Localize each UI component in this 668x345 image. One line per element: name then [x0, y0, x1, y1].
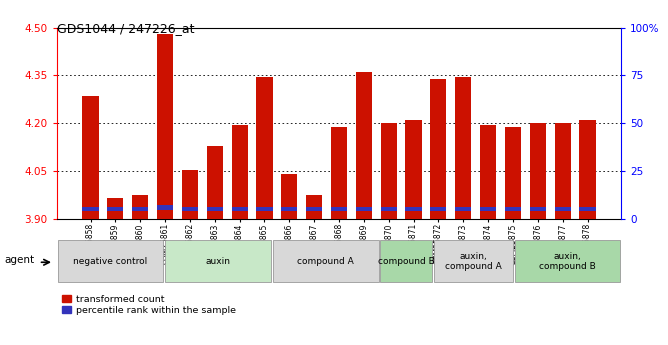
- Bar: [182, 170, 198, 219]
- Bar: [530, 207, 546, 211]
- Bar: [554, 207, 570, 211]
- Text: auxin,
compound A: auxin, compound A: [445, 252, 502, 271]
- Bar: [157, 205, 173, 209]
- Bar: [132, 195, 148, 219]
- Text: auxin,
compound B: auxin, compound B: [539, 252, 596, 271]
- Bar: [505, 207, 521, 211]
- Bar: [82, 96, 99, 219]
- Text: agent: agent: [5, 255, 35, 265]
- Bar: [232, 207, 248, 211]
- Bar: [480, 207, 496, 211]
- Bar: [434, 240, 513, 282]
- Bar: [331, 207, 347, 211]
- Bar: [132, 207, 148, 211]
- Bar: [530, 124, 546, 219]
- Bar: [165, 240, 271, 282]
- Bar: [381, 207, 397, 211]
- Bar: [57, 240, 164, 282]
- Legend: transformed count, percentile rank within the sample: transformed count, percentile rank withi…: [61, 295, 236, 315]
- Text: negative control: negative control: [73, 257, 148, 266]
- Bar: [182, 207, 198, 211]
- Bar: [405, 207, 422, 211]
- Bar: [281, 175, 297, 219]
- Bar: [579, 120, 596, 219]
- Bar: [108, 207, 124, 211]
- Text: compound A: compound A: [297, 257, 354, 266]
- Bar: [505, 127, 521, 219]
- Bar: [257, 207, 273, 211]
- Text: GDS1044 / 247226_at: GDS1044 / 247226_at: [57, 22, 194, 36]
- Bar: [430, 79, 446, 219]
- Bar: [157, 34, 173, 219]
- Bar: [257, 77, 273, 219]
- Bar: [381, 124, 397, 219]
- Bar: [356, 72, 372, 219]
- Text: auxin: auxin: [206, 257, 230, 266]
- Bar: [514, 240, 621, 282]
- Bar: [206, 146, 223, 219]
- Bar: [430, 207, 446, 211]
- Bar: [306, 207, 322, 211]
- Bar: [232, 125, 248, 219]
- Bar: [380, 240, 432, 282]
- Bar: [281, 207, 297, 211]
- Bar: [206, 207, 223, 211]
- Bar: [82, 207, 99, 211]
- Bar: [331, 127, 347, 219]
- Text: compound B: compound B: [378, 257, 435, 266]
- Bar: [455, 207, 472, 211]
- Bar: [356, 207, 372, 211]
- Bar: [579, 207, 596, 211]
- Bar: [273, 240, 379, 282]
- Bar: [306, 195, 322, 219]
- Bar: [455, 77, 472, 219]
- Bar: [554, 124, 570, 219]
- Bar: [405, 120, 422, 219]
- Bar: [108, 198, 124, 219]
- Bar: [480, 125, 496, 219]
